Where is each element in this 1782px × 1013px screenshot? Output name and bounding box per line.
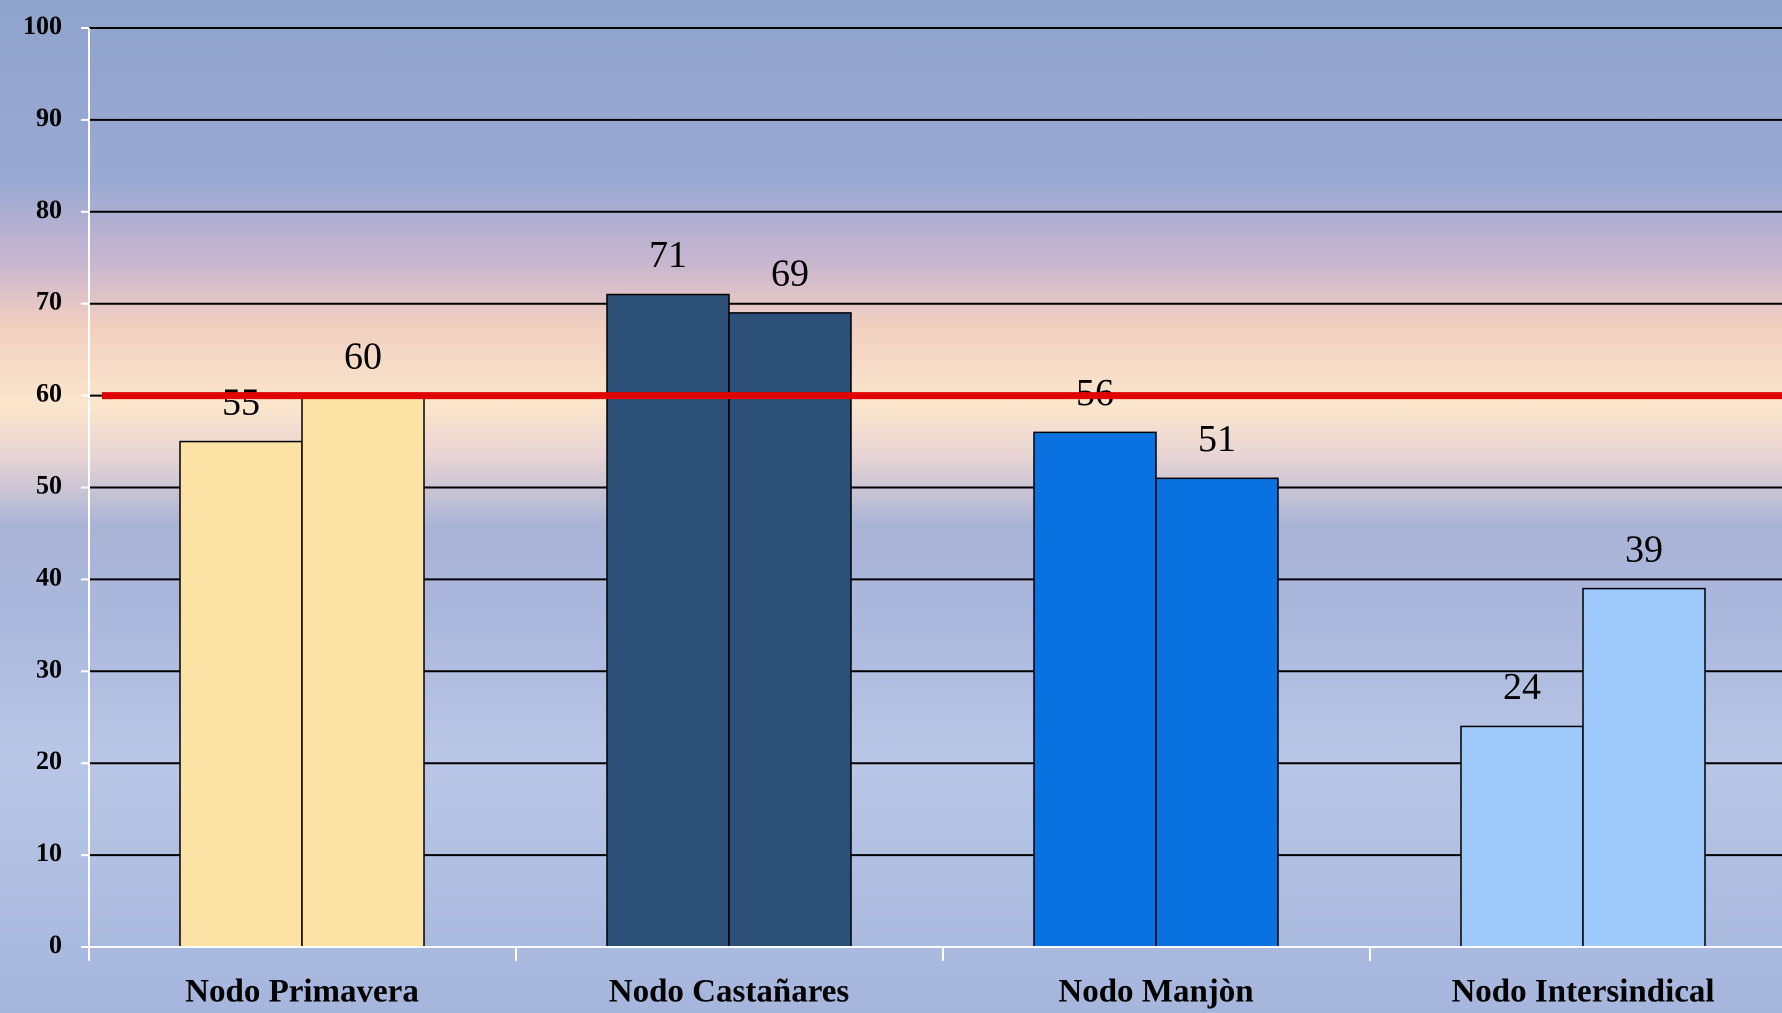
x-tick-label: Nodo Intersindical — [1451, 974, 1714, 1010]
bar — [1155, 477, 1279, 948]
value-label: 60 — [344, 335, 382, 377]
bar — [179, 440, 303, 948]
bar — [1582, 587, 1706, 948]
x-tick-label: Nodo Castañares — [609, 974, 850, 1010]
y-tick-label: 0 — [49, 930, 62, 959]
y-tick-label: 20 — [36, 746, 62, 775]
value-label: 71 — [649, 234, 687, 276]
x-tick-label: Nodo Primavera — [185, 974, 419, 1010]
y-tick-label: 30 — [36, 654, 62, 683]
y-tick-label: 100 — [23, 11, 62, 40]
value-label: 69 — [771, 253, 809, 295]
value-label: 55 — [222, 381, 260, 423]
value-label: 24 — [1503, 666, 1541, 708]
x-tick-label: Nodo Manjòn — [1058, 974, 1253, 1010]
y-tick-label: 10 — [36, 838, 62, 867]
bar — [301, 394, 425, 948]
y-tick-label: 40 — [36, 562, 62, 591]
bar — [1033, 431, 1157, 948]
value-label: 39 — [1625, 528, 1663, 570]
y-tick-label: 60 — [36, 379, 62, 408]
y-tick-label: 70 — [36, 287, 62, 316]
y-tick-label: 90 — [36, 103, 62, 132]
value-label: 51 — [1198, 418, 1236, 460]
bar — [728, 312, 852, 948]
y-tick-label: 50 — [36, 470, 62, 499]
bar — [1460, 725, 1584, 948]
y-tick-label: 80 — [36, 195, 62, 224]
